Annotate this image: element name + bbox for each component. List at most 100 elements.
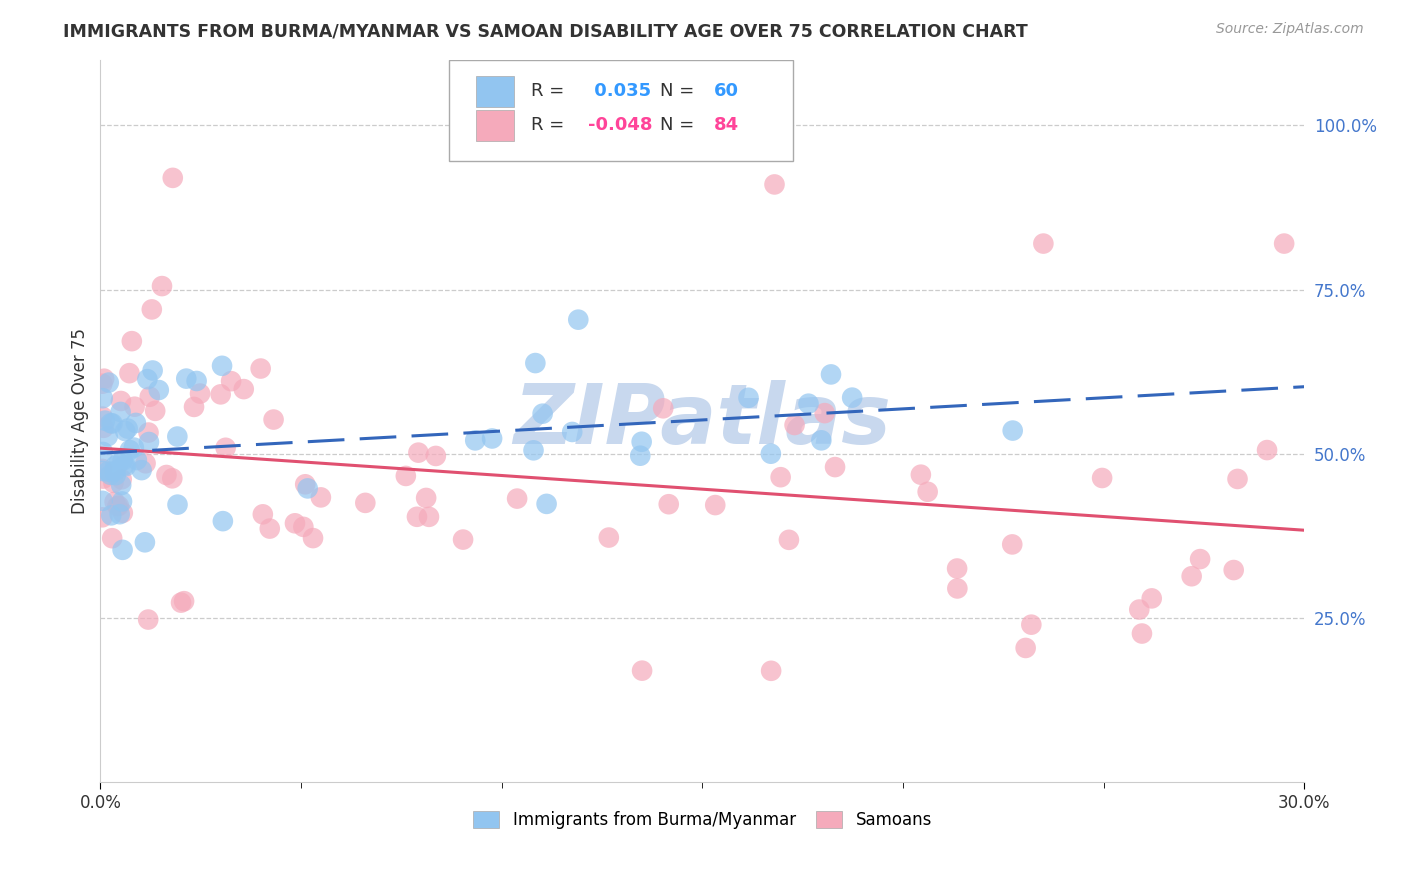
Point xyxy=(292,520,315,534)
Point xyxy=(814,406,837,420)
Text: ZIPatlas: ZIPatlas xyxy=(513,381,891,461)
Point xyxy=(797,397,820,411)
Point xyxy=(631,664,654,678)
Point xyxy=(97,376,120,390)
Point xyxy=(415,491,437,505)
Point xyxy=(211,359,233,373)
Point xyxy=(121,334,143,348)
Point xyxy=(112,458,135,473)
Point xyxy=(101,531,124,545)
Point xyxy=(294,477,316,491)
Text: R =: R = xyxy=(531,116,571,135)
Point xyxy=(91,376,114,391)
Point xyxy=(110,394,132,409)
Point xyxy=(108,456,131,470)
Point xyxy=(150,279,173,293)
Point xyxy=(166,429,188,443)
Point xyxy=(1181,569,1204,583)
Point xyxy=(103,475,125,490)
Point xyxy=(769,470,792,484)
Point xyxy=(759,447,782,461)
Point xyxy=(232,382,254,396)
Point xyxy=(209,387,232,401)
Point xyxy=(91,510,114,524)
Point xyxy=(302,531,325,545)
Text: N =: N = xyxy=(661,116,700,135)
FancyBboxPatch shape xyxy=(450,60,793,161)
Point xyxy=(148,383,170,397)
Point xyxy=(111,453,134,467)
Point xyxy=(91,462,114,476)
Point xyxy=(451,533,474,547)
Point xyxy=(136,613,159,627)
Point xyxy=(810,434,832,448)
Point xyxy=(824,460,846,475)
Point xyxy=(704,498,727,512)
Point xyxy=(117,421,139,435)
Point xyxy=(259,522,281,536)
Point xyxy=(531,407,554,421)
Point xyxy=(1272,236,1295,251)
Point xyxy=(114,424,136,438)
Point xyxy=(1001,424,1024,438)
Point xyxy=(93,421,115,435)
Point xyxy=(143,404,166,418)
Point xyxy=(104,464,127,478)
Text: 84: 84 xyxy=(714,116,740,135)
Point xyxy=(1140,591,1163,606)
Point xyxy=(297,482,319,496)
Point xyxy=(141,302,163,317)
Point xyxy=(100,467,122,482)
Point xyxy=(652,401,675,416)
Point xyxy=(124,400,146,414)
Point xyxy=(138,435,160,450)
Point xyxy=(567,312,589,326)
Point xyxy=(737,391,759,405)
Point xyxy=(1222,563,1244,577)
Point xyxy=(628,449,651,463)
Point xyxy=(162,471,184,485)
Point xyxy=(910,467,932,482)
Point xyxy=(598,531,620,545)
Point xyxy=(481,432,503,446)
Point xyxy=(110,478,132,492)
Point xyxy=(91,409,114,424)
Point xyxy=(252,508,274,522)
Point xyxy=(174,371,197,385)
Point xyxy=(122,441,145,455)
Point xyxy=(170,596,193,610)
Point xyxy=(188,386,211,401)
Point xyxy=(125,416,148,430)
Text: Source: ZipAtlas.com: Source: ZipAtlas.com xyxy=(1216,22,1364,37)
Point xyxy=(183,400,205,414)
Point xyxy=(395,469,418,483)
Point xyxy=(406,509,429,524)
Point xyxy=(111,542,134,557)
Point xyxy=(91,472,114,486)
Point xyxy=(134,535,156,549)
Point xyxy=(506,491,529,506)
Point xyxy=(162,170,184,185)
Point xyxy=(418,509,440,524)
Point xyxy=(186,374,208,388)
Point xyxy=(778,533,800,547)
Point xyxy=(110,405,132,419)
Point xyxy=(115,459,138,474)
Point xyxy=(97,429,120,443)
Point xyxy=(425,449,447,463)
Point xyxy=(166,498,188,512)
Point xyxy=(104,458,127,473)
Point xyxy=(263,412,285,426)
Point xyxy=(212,514,235,528)
Point xyxy=(1021,617,1043,632)
Point xyxy=(125,453,148,467)
Point xyxy=(917,484,939,499)
Point xyxy=(1226,472,1249,486)
Point xyxy=(284,516,307,531)
Point xyxy=(135,456,157,470)
Text: IMMIGRANTS FROM BURMA/MYANMAR VS SAMOAN DISABILITY AGE OVER 75 CORRELATION CHART: IMMIGRANTS FROM BURMA/MYANMAR VS SAMOAN … xyxy=(63,22,1028,40)
Point xyxy=(524,356,547,370)
Point xyxy=(1130,626,1153,640)
FancyBboxPatch shape xyxy=(477,111,515,141)
Point xyxy=(1032,236,1054,251)
